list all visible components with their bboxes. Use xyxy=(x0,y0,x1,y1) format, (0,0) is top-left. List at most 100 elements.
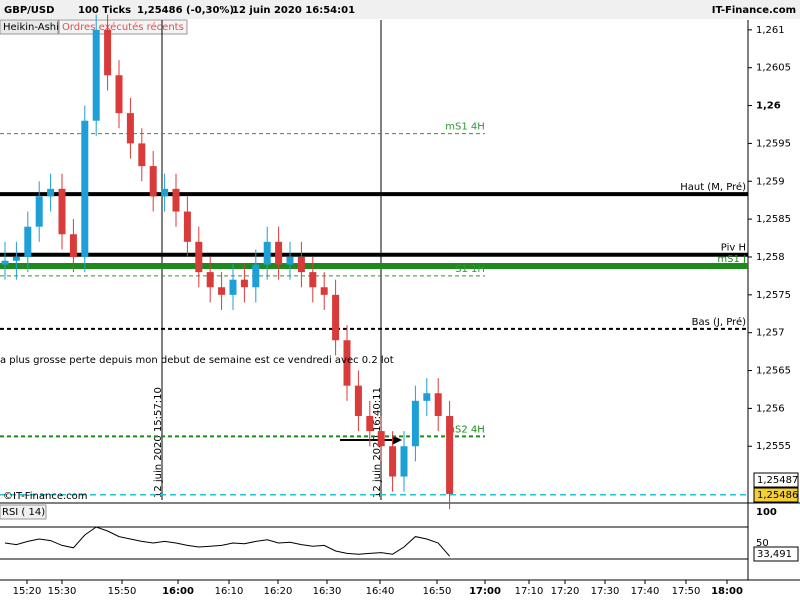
tab[interactable] xyxy=(0,19,59,35)
level-label: Haut (M, Pré) xyxy=(680,181,746,193)
candle-body xyxy=(400,446,408,477)
rsi-title: RSI ( 14) xyxy=(2,507,45,518)
header-bar xyxy=(0,0,800,19)
annotation: a plus grosse perte depuis mon debut de … xyxy=(0,355,394,366)
datetime: 12 juin 2020 16:54:01 xyxy=(232,5,355,16)
y-tick-label: 1,2565 xyxy=(756,366,791,377)
x-tick-label: 15:20 xyxy=(13,586,42,597)
y-tick-label: 1,258 xyxy=(756,252,785,263)
candle-body xyxy=(12,256,20,261)
y-tick-label: 1,2575 xyxy=(756,290,791,301)
x-tick-label: 17:30 xyxy=(591,586,620,597)
tab-label[interactable]: Heikin-Ashi xyxy=(3,22,59,33)
candle-body xyxy=(411,400,419,447)
price-label-box xyxy=(753,487,799,503)
candle-body xyxy=(354,385,362,416)
rsi-value-box xyxy=(753,546,799,562)
price-label: 1,25487 xyxy=(757,475,798,486)
candle-body xyxy=(320,287,328,295)
candle-body xyxy=(195,241,203,273)
x-tick-label: 16:40 xyxy=(366,586,395,597)
x-tick-label: 16:20 xyxy=(264,586,293,597)
candle-body xyxy=(24,226,32,257)
arrow-head xyxy=(392,435,402,445)
level-label: Piv H xyxy=(721,243,746,254)
tab-label[interactable]: Ordres exécutés récents xyxy=(62,21,184,33)
candle-body xyxy=(218,287,226,295)
level-label: Bas (J, Pré) xyxy=(692,316,746,328)
x-tick-label: 17:00 xyxy=(469,586,501,597)
rsi-line xyxy=(4,526,450,557)
candle-body xyxy=(377,431,385,447)
candle-body xyxy=(35,196,43,227)
period: 100 Ticks xyxy=(78,5,131,16)
x-tick-label: 16:30 xyxy=(313,586,342,597)
y-tick-label: 1,261 xyxy=(756,25,785,36)
x-tick-label: 17:10 xyxy=(515,586,544,597)
candle-body xyxy=(149,166,157,197)
x-tick-label: 16:50 xyxy=(423,586,452,597)
x-tick-label: 17:20 xyxy=(551,586,580,597)
vertical-line-label: 12 juin 2020 15:57:10 xyxy=(153,387,164,498)
candle-body xyxy=(1,260,9,265)
copyright: ©IT-Finance.com xyxy=(3,491,88,502)
x-tick-label: 18:00 xyxy=(711,586,743,597)
candle-body xyxy=(206,272,214,288)
candle-body xyxy=(297,256,305,273)
candle-body xyxy=(240,279,248,288)
y-tick-label: 1,259 xyxy=(756,176,785,187)
rsi-value-label: 33,491 xyxy=(757,549,792,560)
x-tick-label: 15:30 xyxy=(48,586,77,597)
candle-body xyxy=(263,241,271,265)
candle-body xyxy=(69,234,77,257)
price-label-box xyxy=(753,472,799,488)
x-tick-label: 17:50 xyxy=(672,586,701,597)
y-tick-label: 1,257 xyxy=(756,328,785,339)
candle-body xyxy=(92,29,100,121)
y-tick-label: 1,2595 xyxy=(756,138,791,149)
candle-body xyxy=(366,415,374,432)
candle-body xyxy=(183,211,191,242)
candle-body xyxy=(229,279,237,295)
level-label: mS2 4H xyxy=(445,424,485,435)
quote: 1,25486 (-0,30%) xyxy=(137,5,234,16)
candle-body xyxy=(115,75,123,114)
candle-body xyxy=(423,393,431,401)
level-label: mS1 4H xyxy=(445,122,485,133)
candle-body xyxy=(252,264,260,288)
candle-body xyxy=(309,272,317,288)
rsi-title-box xyxy=(0,504,47,520)
x-tick-label: 17:40 xyxy=(631,586,660,597)
y-tick-label: 1,2605 xyxy=(756,63,791,74)
symbol: GBP/USD xyxy=(4,5,54,16)
candle-body xyxy=(343,340,351,386)
candle-body xyxy=(161,188,169,197)
y-tick-label: 1,2555 xyxy=(756,441,791,452)
candle-body xyxy=(47,188,55,197)
candle-body xyxy=(332,294,340,341)
candle-body xyxy=(389,446,397,477)
vertical-line-label: 12 juin 2020 16:40:11 xyxy=(372,387,383,498)
level-label: S1 1H xyxy=(455,264,485,275)
x-tick-label: 16:10 xyxy=(215,586,244,597)
candle-body xyxy=(126,113,134,144)
candle-body xyxy=(81,120,89,257)
y-tick-label: 1,26 xyxy=(756,101,781,112)
x-tick-label: 15:50 xyxy=(108,586,137,597)
candle-body xyxy=(138,143,146,167)
y-tick-label: 1,256 xyxy=(756,403,785,414)
candle-body xyxy=(434,393,442,416)
candle-body xyxy=(58,188,66,235)
candle-body xyxy=(446,415,454,494)
price-label: 1,25486 xyxy=(757,490,798,501)
x-tick-label: 16:00 xyxy=(162,586,194,597)
level-label: mS1 J xyxy=(717,254,746,265)
candle-body xyxy=(104,29,112,76)
candle-body xyxy=(286,256,294,265)
y-tick-label: 1,2585 xyxy=(756,214,791,225)
rsi-tick-label: 50 xyxy=(756,538,769,549)
brand: IT-Finance.com xyxy=(712,5,796,16)
tab[interactable] xyxy=(58,19,188,35)
